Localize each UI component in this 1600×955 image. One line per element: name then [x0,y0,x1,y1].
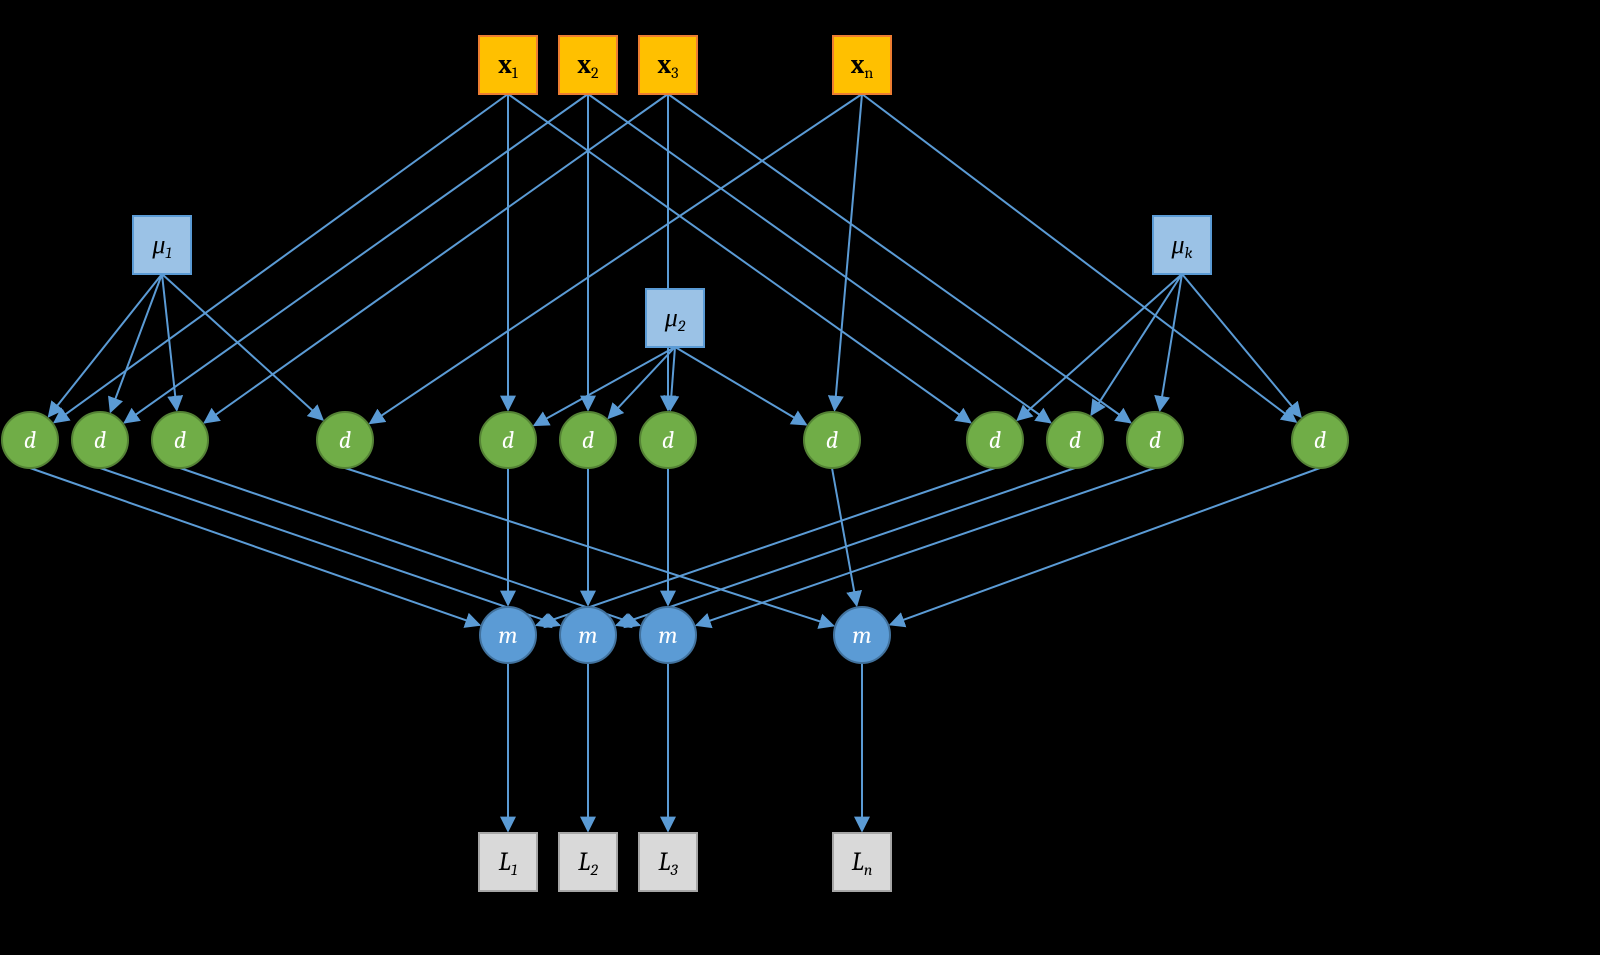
m-node-m2: m [560,607,616,663]
edge [588,94,1051,423]
d-node-d_mu2_x1-label: d [502,426,514,454]
edge [124,94,588,423]
d-node-d_mu1_x2-label: d [94,426,106,454]
d-node-d_muk_xn: d [1292,412,1348,468]
edge [100,468,560,625]
mu-node-mu2: μ2 [646,289,704,347]
d-node-d_mu2_x3: d [640,412,696,468]
d-node-d_mu1_xn: d [317,412,373,468]
d-node-d_mu1_x1: d [2,412,58,468]
mu-node-mu1: μ1 [133,216,191,274]
d-node-d_muk_x1: d [967,412,1023,468]
d-node-d_muk_x3: d [1127,412,1183,468]
edge [204,94,668,423]
d-node-d_muk_xn-label: d [1314,426,1326,454]
edge [508,94,971,423]
edge [862,94,1296,422]
d-node-d_muk_x2-label: d [1069,426,1081,454]
edge [534,347,675,425]
l-node-L3: L3 [639,833,697,891]
l-node-L1: L1 [479,833,537,891]
d-node-d_mu2_xn-label: d [826,426,838,454]
x-node-xn: xn [833,36,891,94]
m-node-m3: m [640,607,696,663]
edge [675,347,806,425]
d-node-d_mu1_xn-label: d [339,426,351,454]
edge [1091,274,1182,415]
edge [345,468,833,626]
x-node-x3: x3 [639,36,697,94]
mu-node-muk: μk [1153,216,1211,274]
x-node-x2: x2 [559,36,617,94]
m-node-mn: m [834,607,890,663]
l-node-L2: L2 [559,833,617,891]
edge [890,468,1320,625]
d-node-d_muk_x1-label: d [989,426,1001,454]
d-node-d_muk_x3-label: d [1149,426,1161,454]
edge [832,468,857,605]
edge [668,94,1131,423]
d-node-d_mu2_xn: d [804,412,860,468]
clustering-diagram: x1 x2 x3 xn μ1 μ2 μk d d d d d d d d d d d d m m m m L1 L2 L3 Ln [0,0,1600,955]
d-node-d_mu1_x1-label: d [24,426,36,454]
x-node-x1: x1 [479,36,537,94]
l-node-Ln: Ln [833,833,891,891]
d-node-d_mu2_x1: d [480,412,536,468]
m-node-mn-label: m [852,621,871,649]
d-node-d_mu1_x2: d [72,412,128,468]
edge [110,274,162,412]
m-node-m1-label: m [498,621,517,649]
edge [370,94,862,423]
edge [54,94,508,422]
nodes-layer: x1 x2 x3 xn μ1 μ2 μk d d d d d d d d d d d d m m m m L1 L2 L3 Ln [2,36,1348,891]
d-node-d_mu2_x2: d [560,412,616,468]
d-node-d_mu2_x2-label: d [582,426,594,454]
edge [1160,274,1182,410]
edge [1182,274,1301,417]
edge [670,347,675,410]
edge [1017,274,1182,420]
edge [835,94,862,410]
d-node-d_muk_x2: d [1047,412,1103,468]
m-node-m1: m [480,607,536,663]
d-node-d_mu2_x3-label: d [662,426,674,454]
d-node-d_mu1_x3: d [152,412,208,468]
m-node-m3-label: m [658,621,677,649]
edge [162,274,323,420]
m-node-m2-label: m [578,621,597,649]
edge [608,347,675,418]
edge [49,274,162,417]
d-node-d_mu1_x3-label: d [174,426,186,454]
